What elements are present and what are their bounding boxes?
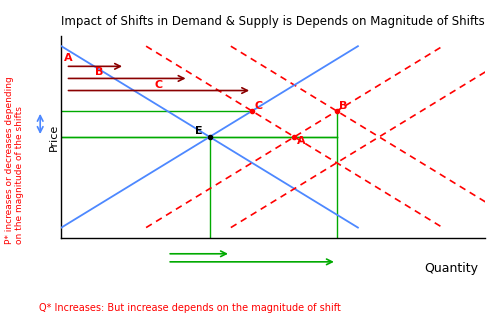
Text: A: A xyxy=(296,136,305,146)
Text: C: C xyxy=(154,80,162,90)
Title: Impact of Shifts in Demand & Supply is Depends on Magnitude of Shifts: Impact of Shifts in Demand & Supply is D… xyxy=(62,15,485,28)
X-axis label: Quantity: Quantity xyxy=(424,262,478,275)
Y-axis label: Price: Price xyxy=(48,123,58,151)
Text: B: B xyxy=(96,67,104,77)
Text: E: E xyxy=(195,126,202,136)
Text: C: C xyxy=(254,101,262,111)
Text: Q* Increases: But increase depends on the magnitude of shift: Q* Increases: But increase depends on th… xyxy=(39,303,341,313)
Text: A: A xyxy=(64,53,72,63)
Text: B: B xyxy=(339,101,347,111)
Text: P* increases or decreases depending
on the magnitude of the shifts: P* increases or decreases depending on t… xyxy=(5,77,24,244)
